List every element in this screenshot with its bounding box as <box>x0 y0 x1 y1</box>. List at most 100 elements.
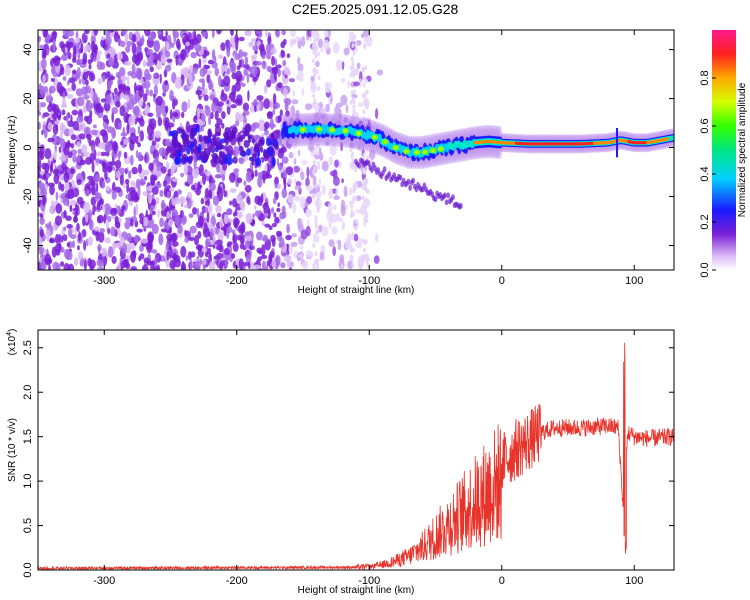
heatmap-cell <box>228 135 234 141</box>
heatmap-cell <box>179 196 186 205</box>
heatmap-cell <box>257 175 263 188</box>
heatmap-cell <box>53 173 60 185</box>
heatmap-cell <box>245 212 253 224</box>
heatmap-cell <box>209 146 216 153</box>
heatmap-cell <box>75 30 79 40</box>
heatmap-cell <box>69 168 76 175</box>
heatmap-cell <box>301 160 308 166</box>
heatmap-cell <box>109 75 116 81</box>
heatmap-cell <box>314 153 320 160</box>
heatmap-cell <box>249 249 252 259</box>
heatmap-cell <box>62 76 67 81</box>
heatmap-cell <box>406 178 411 185</box>
heatmap-cell <box>172 178 178 182</box>
heatmap-cell <box>135 45 142 53</box>
heatmap-cell <box>411 177 416 184</box>
heatmap-cell <box>114 215 119 225</box>
heatmap-cell <box>160 54 167 64</box>
heatmap-cell <box>224 247 231 256</box>
heatmap-cell <box>285 234 292 241</box>
heatmap-cell <box>119 92 125 99</box>
heatmap-cell <box>341 61 345 71</box>
heatmap-cell <box>85 79 89 86</box>
y-tick-label: -40 <box>22 238 34 254</box>
spectrogram-x-axis: -300 -200 -100 0 100 <box>93 30 643 287</box>
heatmap-cell <box>171 232 178 242</box>
heatmap-cell <box>153 84 158 97</box>
heatmap-cell <box>131 63 136 74</box>
heatmap-cell <box>58 146 62 153</box>
heatmap-cell <box>317 51 320 57</box>
heatmap-cell <box>297 253 304 259</box>
heatmap-cell <box>318 147 322 155</box>
snr-series-line <box>38 342 674 570</box>
heatmap-cell <box>312 192 315 198</box>
heatmap-cell <box>212 195 220 206</box>
heatmap-cell <box>235 39 239 51</box>
heatmap-cell <box>215 205 222 214</box>
heatmap-cell <box>67 151 73 159</box>
heatmap-cell <box>282 59 287 67</box>
heatmap-cell <box>98 231 105 243</box>
heatmap-cell <box>155 170 162 178</box>
heatmap-cell <box>194 43 202 52</box>
heatmap-cell <box>242 130 250 137</box>
heatmap-cell <box>263 201 269 207</box>
heatmap-cell <box>312 169 316 175</box>
heatmap-cell <box>318 178 322 185</box>
heatmap-cell <box>221 111 226 120</box>
heatmap-cell <box>321 160 329 172</box>
heatmap-cell <box>54 215 63 226</box>
heatmap-cell <box>62 197 70 206</box>
heatmap-cell <box>111 190 117 200</box>
heatmap-cell <box>117 151 121 161</box>
heatmap-cell <box>225 214 229 224</box>
heatmap-cell <box>340 204 346 217</box>
heatmap-cell <box>105 185 111 192</box>
heatmap-cell <box>129 218 134 227</box>
heatmap-cell <box>117 38 122 44</box>
heatmap-cell <box>349 99 353 105</box>
heatmap-cell <box>83 201 91 214</box>
heatmap-cell <box>264 223 271 228</box>
heatmap-cell <box>235 218 240 226</box>
heatmap-cell <box>135 67 143 80</box>
heatmap-cell <box>307 30 312 38</box>
heatmap-cell <box>217 186 223 192</box>
heatmap-cell <box>44 92 51 96</box>
heatmap-cell <box>63 226 67 231</box>
heatmap-cell <box>155 95 163 106</box>
heatmap-cell <box>345 204 349 211</box>
heatmap-cell <box>52 261 60 270</box>
heatmap-cell <box>261 220 265 227</box>
heatmap-cell <box>47 104 53 113</box>
heatmap-cell <box>270 123 276 128</box>
heatmap-cell <box>247 241 251 248</box>
heatmap-cell <box>324 81 329 93</box>
heatmap-cell <box>310 75 315 82</box>
heatmap-cell <box>277 82 283 89</box>
heatmap-cell <box>276 64 282 69</box>
heatmap-cell <box>168 130 175 137</box>
heatmap-cell <box>154 142 160 149</box>
heatmap-cell <box>119 236 125 245</box>
heatmap-cell <box>268 225 273 231</box>
colorbar: 0.0 0.2 0.4 0.6 0.8 Normalized spectral ampl… <box>699 30 748 278</box>
heatmap-cell <box>55 233 60 244</box>
heatmap-cell <box>288 266 293 270</box>
heatmap-cell <box>63 210 67 218</box>
heatmap-cell <box>250 65 258 77</box>
heatmap-cell <box>74 211 79 217</box>
heatmap-cell <box>265 50 272 60</box>
heatmap-cell <box>351 231 355 237</box>
heatmap-cell <box>250 173 255 179</box>
heatmap-cell <box>226 48 231 58</box>
heatmap-cell <box>241 82 246 88</box>
heatmap-cell <box>188 237 195 241</box>
heatmap-cell <box>297 218 302 230</box>
heatmap-cell <box>53 150 57 161</box>
heatmap-cell <box>52 104 60 116</box>
heatmap-cell <box>268 147 274 152</box>
heatmap-cell <box>38 150 45 161</box>
